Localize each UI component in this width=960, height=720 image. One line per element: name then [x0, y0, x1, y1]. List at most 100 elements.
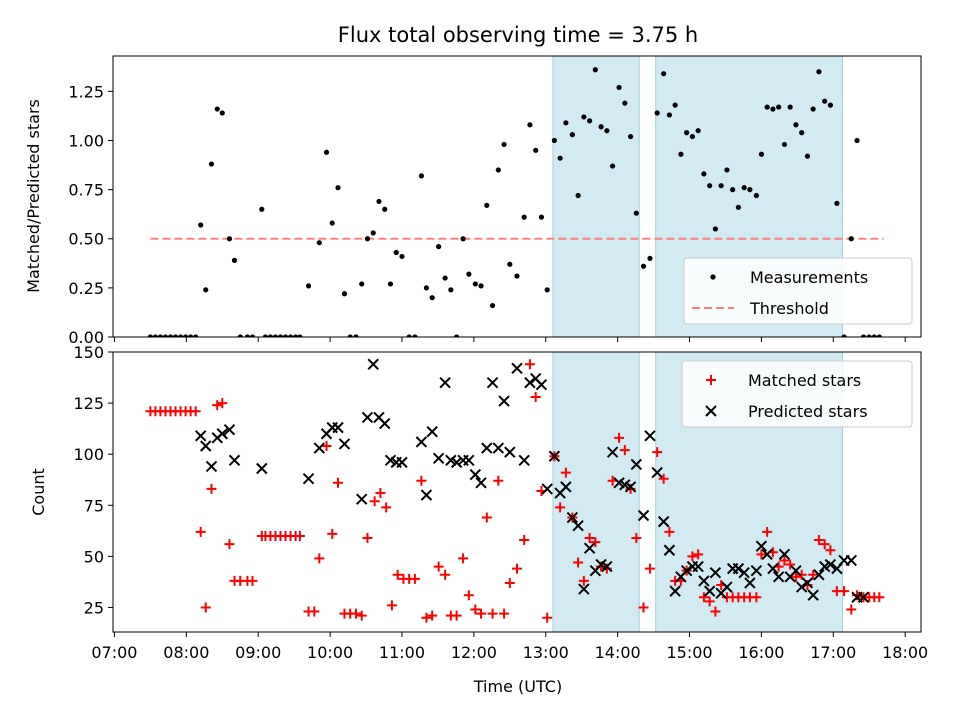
matched-point [206, 483, 217, 494]
matched-point [504, 577, 515, 588]
matched-point [493, 475, 504, 486]
matched-point [644, 563, 655, 574]
measurement-point [521, 214, 527, 220]
predicted-point [630, 458, 643, 471]
measurement-point [226, 236, 233, 242]
measurement-point [666, 112, 672, 118]
predicted-point [663, 544, 676, 556]
measurement-point [277, 334, 284, 337]
measurement-point [610, 163, 616, 169]
matched-point [785, 559, 796, 570]
predicted-point [744, 577, 756, 589]
matched-point [487, 608, 498, 619]
matched-point [392, 569, 403, 580]
measurement-point [267, 334, 274, 337]
measurement-point [162, 334, 169, 337]
predicted-point [432, 452, 445, 464]
predicted-point [313, 442, 326, 454]
ratio-panel: 0.00 0.25 0.50 0.75 1.00 1.25 Measurements Thre… [68, 55, 922, 347]
predicted-point [426, 426, 438, 438]
measurement-point [701, 171, 707, 177]
matched-point [813, 535, 824, 546]
measurement-point [876, 334, 882, 337]
bottom-ylabel: Count [29, 468, 48, 516]
measurement-point [454, 334, 460, 337]
predicted-point [761, 548, 773, 561]
measurement-point [695, 128, 701, 134]
measurement-point [787, 104, 793, 110]
matched-point [779, 555, 790, 566]
measurement-point [647, 255, 653, 261]
predicted-point [813, 569, 825, 581]
predicted-point [807, 589, 819, 601]
bottom-axes-frame [112, 351, 922, 633]
observing-window [552, 55, 640, 338]
matched-point [362, 532, 373, 543]
matched-point [874, 592, 885, 603]
measurement-point [484, 202, 490, 208]
measurement-point [329, 220, 335, 226]
predicted-point [205, 460, 218, 473]
matched-point [224, 539, 235, 550]
predicted-point [657, 515, 670, 528]
predicted-point [601, 560, 613, 573]
predicted-point [518, 454, 530, 467]
legend-box [683, 257, 913, 325]
measurement-point [244, 334, 251, 337]
measurement-point [627, 133, 634, 140]
measurement-point [341, 291, 348, 297]
measurement-point [712, 226, 719, 232]
x-axis-label: Time (UTC) [473, 677, 562, 696]
predicted-point [415, 436, 428, 448]
legend-marker [706, 375, 716, 385]
matched-point [195, 526, 206, 537]
measurement-point [198, 222, 204, 228]
measurement-point [654, 110, 660, 116]
measurement-point [557, 155, 563, 161]
bottom-legend: Matched stars Predicted stars [681, 360, 913, 428]
matched-point [381, 502, 392, 513]
predicted-point [778, 548, 791, 561]
matched-point [512, 563, 522, 574]
observing-window [552, 351, 640, 633]
predicted-point [524, 376, 536, 389]
predicted-point [463, 454, 475, 467]
measurement-point [622, 100, 628, 106]
matched-point [463, 590, 474, 601]
x-tick-label: 18:00 [882, 643, 928, 662]
measurement-point [793, 122, 799, 128]
measurement-point [640, 263, 647, 269]
x-tick-label: 07:00 [91, 643, 137, 662]
measurement-point [237, 334, 243, 337]
matched-point [524, 359, 535, 370]
predicted-point [738, 567, 750, 579]
matched-point [200, 602, 211, 613]
measurement-point [231, 257, 238, 263]
measurement-point [735, 204, 742, 210]
measurement-point [724, 167, 730, 173]
measurement-point [259, 206, 265, 212]
predicted-point [492, 442, 505, 454]
measurement-point [718, 183, 724, 189]
measurement-point [678, 151, 684, 157]
measurement-point [188, 334, 194, 337]
predicted-point [450, 456, 463, 469]
x-tick-label: 12:00 [451, 643, 497, 662]
measurement-point [747, 187, 753, 193]
matched-point [573, 557, 584, 568]
predicted-point [824, 558, 837, 571]
measurement-point [507, 261, 513, 267]
predicted-point [709, 567, 722, 579]
measurement-point [616, 84, 622, 91]
x-tick-label: 15:00 [666, 643, 712, 662]
matched-point [327, 528, 338, 539]
measurement-point [533, 147, 539, 153]
predicted-point [721, 581, 733, 593]
predicted-point [578, 583, 590, 595]
matched-point [638, 602, 649, 613]
legend-marker [710, 274, 716, 280]
matched-point [212, 400, 223, 411]
measurement-point [753, 192, 759, 199]
predicted-point [624, 481, 637, 493]
y-tick-label: 75 [84, 496, 104, 515]
